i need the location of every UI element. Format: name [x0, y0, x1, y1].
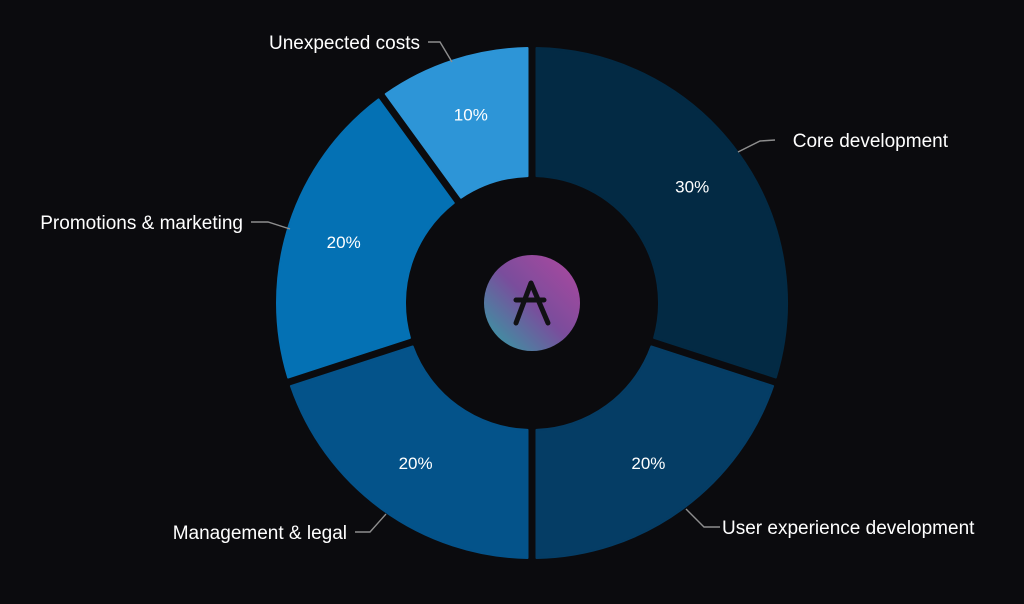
callout-leader-line — [737, 139, 776, 153]
slice-value-label: 20% — [631, 454, 665, 473]
slice-value-label: 10% — [454, 106, 488, 125]
center-logo — [484, 255, 580, 351]
a-logo-icon — [513, 280, 551, 326]
slice-value-label: 20% — [327, 233, 361, 252]
callout-leader-line — [428, 41, 453, 63]
slices-layer: 30% 20% 20% 20% 10% — [276, 47, 788, 559]
slice-user-experience-development — [535, 345, 775, 559]
callout-leader-line — [685, 508, 720, 528]
legend-label-management-and-legal: Management & legal — [173, 523, 347, 544]
logo-badge — [484, 255, 580, 351]
slice-value-label: 20% — [399, 454, 433, 473]
callout-leader-line — [251, 221, 291, 230]
legend-label-core-development: Core development — [793, 131, 949, 152]
legend-label-user-experience-development: User experience development — [722, 518, 975, 539]
slice-management-and-legal — [289, 345, 529, 559]
legend-label-promotions-and-marketing: Promotions & marketing — [40, 213, 243, 234]
slice-unexpected-costs — [384, 47, 529, 199]
legend-label-unexpected-costs: Unexpected costs — [269, 33, 420, 54]
callouts-layer: Core development User experience developm… — [40, 33, 975, 544]
slice-value-label: 30% — [675, 178, 709, 197]
callout-leader-line — [355, 513, 387, 533]
slice-promotions-and-marketing — [276, 98, 455, 379]
slice-core-development — [535, 47, 788, 379]
